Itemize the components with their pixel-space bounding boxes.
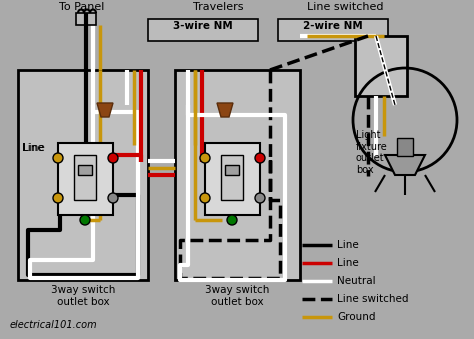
Bar [76, 13, 96, 25]
Bar [78, 165, 92, 175]
Text: Neutral: Neutral [337, 276, 375, 286]
Bar [175, 70, 300, 280]
Circle shape [200, 153, 210, 163]
Bar [74, 155, 96, 200]
Circle shape [53, 153, 63, 163]
Circle shape [200, 193, 210, 203]
Bar [355, 36, 407, 96]
Text: To Panel: To Panel [59, 2, 105, 12]
Circle shape [80, 215, 90, 225]
Text: Travelers: Travelers [193, 2, 243, 12]
Text: 3way switch
outlet box: 3way switch outlet box [51, 285, 115, 306]
Text: Line: Line [22, 143, 44, 153]
Circle shape [255, 153, 265, 163]
Bar [397, 138, 413, 156]
Polygon shape [97, 103, 113, 117]
Text: Line: Line [337, 240, 359, 250]
Bar [18, 70, 148, 280]
Text: Ground: Ground [337, 312, 375, 322]
Text: Light
fixture
outlet
box: Light fixture outlet box [356, 130, 388, 175]
Bar [225, 165, 239, 175]
Circle shape [227, 215, 237, 225]
Bar [221, 155, 243, 200]
Bar [58, 143, 113, 215]
Text: 2-wire NM: 2-wire NM [303, 21, 363, 31]
Circle shape [108, 193, 118, 203]
Bar [205, 143, 260, 215]
Circle shape [255, 193, 265, 203]
Text: 3-wire NM: 3-wire NM [173, 21, 233, 31]
Text: Line switched: Line switched [337, 294, 409, 304]
Text: electrical101.com: electrical101.com [10, 320, 98, 330]
Bar [278, 19, 388, 41]
Text: Line switched: Line switched [307, 2, 383, 12]
Polygon shape [385, 155, 425, 175]
Bar [148, 19, 258, 41]
Polygon shape [217, 103, 233, 117]
Text: Line: Line [337, 258, 359, 268]
Circle shape [53, 193, 63, 203]
Circle shape [108, 153, 118, 163]
Text: Line: Line [23, 143, 45, 153]
Text: 3way switch
outlet box: 3way switch outlet box [205, 285, 269, 306]
